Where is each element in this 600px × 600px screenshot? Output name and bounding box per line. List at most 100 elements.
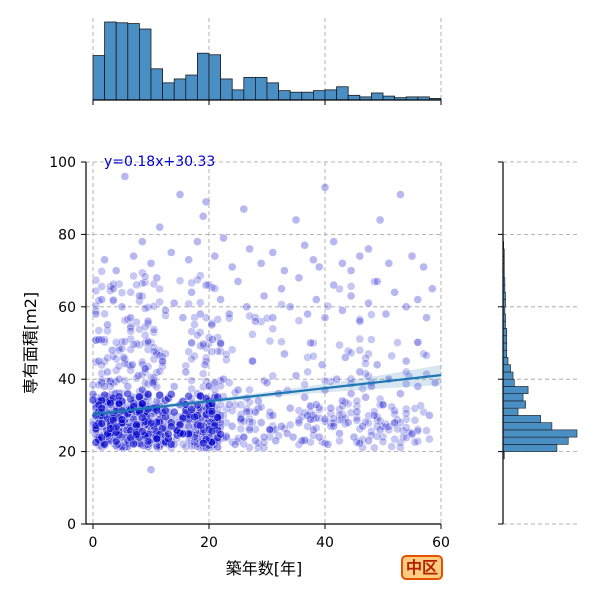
- scatter-point: [198, 369, 208, 378]
- scatter-point: [251, 317, 260, 326]
- scatter-point: [196, 309, 205, 319]
- scatter-point: [109, 279, 118, 289]
- scatter-point: [303, 309, 312, 319]
- y-hist-bar: [502, 371, 514, 380]
- scatter-point: [94, 326, 104, 335]
- x-tick-label: 0: [89, 535, 98, 551]
- scatter-point: [413, 338, 422, 347]
- scatter-point: [143, 437, 153, 446]
- scatter-point: [236, 414, 246, 424]
- scatter-point: [402, 409, 411, 418]
- scatter-point: [117, 415, 127, 424]
- scatter-point: [245, 244, 254, 254]
- scatter-point: [140, 367, 150, 377]
- scatter-point: [335, 429, 344, 438]
- scatter-point: [178, 313, 188, 322]
- scatter-point: [149, 347, 159, 356]
- scatter-point: [167, 422, 176, 431]
- scatter-point: [361, 417, 370, 427]
- scatter-point: [187, 354, 196, 364]
- scatter-point: [274, 431, 283, 440]
- scatter-point: [181, 367, 191, 377]
- scatter-point: [309, 338, 318, 348]
- scatter-point: [375, 425, 385, 435]
- scatter-point: [193, 330, 202, 340]
- scatter-point: [315, 405, 324, 414]
- scatter-point: [367, 310, 376, 319]
- scatter-point: [91, 307, 101, 316]
- scatter-point: [271, 436, 280, 445]
- y-hist-bar: [502, 444, 558, 452]
- scatter-point: [335, 436, 344, 446]
- scatter-point: [123, 389, 133, 399]
- scatter-point: [323, 440, 333, 449]
- x-hist-bar: [196, 52, 210, 101]
- scatter-point: [265, 425, 275, 435]
- scatter-point: [132, 339, 141, 348]
- y-hist-bar: [502, 364, 511, 373]
- scatter-point: [338, 401, 347, 411]
- scatter-point: [413, 437, 422, 446]
- scatter-point: [204, 382, 214, 391]
- x-hist-bar: [138, 28, 152, 101]
- scatter-point: [152, 441, 162, 451]
- y-axis-ticks: 0 20 40 60 80 100: [49, 155, 86, 533]
- scatter-point: [355, 251, 364, 261]
- scatter-point: [201, 280, 211, 290]
- scatter-point: [138, 441, 147, 450]
- scatter-point: [94, 356, 104, 366]
- scatter-point: [134, 371, 143, 380]
- scatter-point: [370, 277, 379, 286]
- scatter-point: [355, 424, 364, 434]
- x-hist-bar: [104, 21, 117, 101]
- scatter-point: [146, 259, 156, 268]
- scatter-point: [187, 278, 196, 288]
- scatter-point: [402, 367, 411, 377]
- scatter-point: [120, 172, 130, 181]
- scatter-point: [100, 255, 109, 264]
- scatter-point: [320, 183, 330, 192]
- scatter-point: [155, 390, 164, 400]
- y-marginal-histogram: [498, 161, 580, 525]
- y-hist-bar: [502, 407, 519, 416]
- scatter-point: [315, 262, 324, 272]
- scatter-point: [140, 278, 150, 287]
- scatter-point: [219, 375, 228, 384]
- scatter-point: [164, 429, 173, 439]
- scatter-point: [326, 422, 335, 431]
- scatter-point: [416, 401, 425, 410]
- scatter-point: [111, 266, 121, 275]
- x-hist-bar: [220, 78, 233, 101]
- scatter-point: [402, 302, 411, 311]
- scatter-point: [410, 438, 420, 447]
- scatter-point: [196, 298, 205, 307]
- scatter-point: [245, 425, 254, 435]
- scatter-point: [196, 328, 205, 337]
- scatter-point: [184, 422, 193, 431]
- y-tick-label: 60: [58, 300, 76, 316]
- scatter-point: [294, 418, 304, 427]
- scatter-point: [149, 302, 159, 311]
- scatter-point: [140, 272, 150, 281]
- scatter-point: [373, 422, 382, 431]
- scatter-point: [190, 412, 199, 422]
- scatter-point: [100, 382, 109, 391]
- scatter-point: [155, 222, 164, 232]
- scatter-point: [294, 273, 304, 283]
- scatter-point: [107, 346, 117, 355]
- scatter-point: [111, 354, 121, 364]
- x-hist-bar: [289, 91, 303, 101]
- scatter-point: [146, 338, 156, 347]
- scatter-point: [117, 302, 127, 311]
- scatter-point: [187, 338, 196, 347]
- scatter-point: [132, 430, 141, 439]
- scatter-point: [422, 351, 431, 360]
- scatter-point: [402, 356, 411, 366]
- scatter-point: [402, 433, 411, 443]
- scatter-point: [91, 438, 101, 447]
- scatter-point: [135, 291, 144, 301]
- scatter-point: [210, 284, 220, 293]
- scatter-point: [364, 371, 373, 381]
- y-tick-label: 100: [49, 155, 76, 171]
- scatter-point: [407, 429, 417, 438]
